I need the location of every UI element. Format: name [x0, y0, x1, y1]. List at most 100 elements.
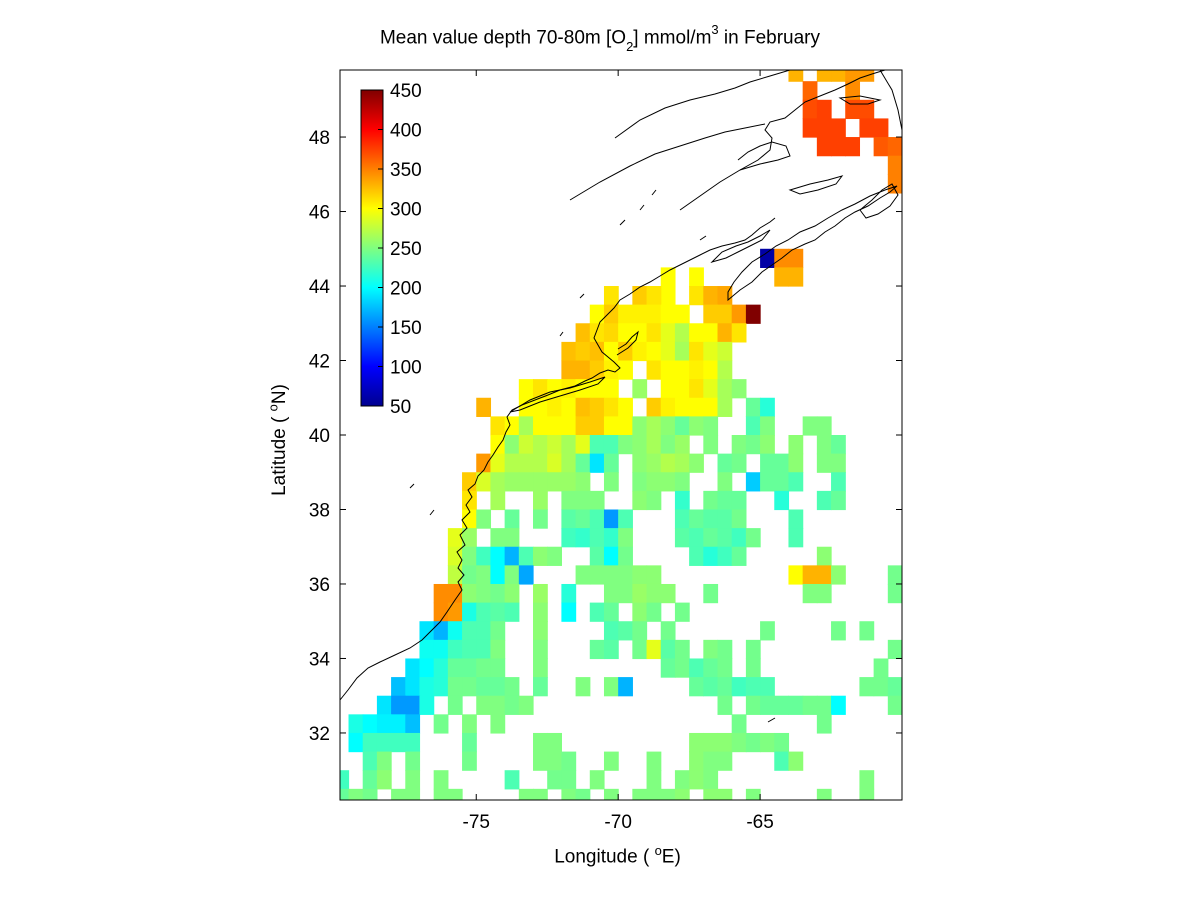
heatmap-cell [745, 304, 761, 324]
heatmap-cell [476, 695, 492, 715]
heatmap-cell [533, 397, 548, 417]
heatmap-cell [745, 472, 761, 492]
y-tick-label: 48 [309, 128, 330, 149]
heatmap-cell [533, 416, 548, 436]
heatmap-cell [575, 341, 591, 362]
heatmap-cell [745, 416, 761, 436]
heatmap-cell [391, 714, 406, 734]
heatmap-cell [419, 658, 435, 678]
heatmap-cell [603, 509, 619, 529]
heatmap-cell [462, 658, 477, 678]
heatmap-cell [490, 472, 506, 492]
heatmap-cell [589, 360, 605, 380]
heatmap-cell [589, 602, 605, 622]
heatmap-cell [603, 639, 619, 660]
heatmap-cell [760, 677, 775, 697]
heatmap-cell [575, 565, 591, 585]
heatmap-cell [845, 70, 861, 82]
heatmap-cell [674, 341, 690, 362]
heatmap-cell [603, 472, 619, 492]
heatmap-cell [745, 528, 761, 548]
heatmap-cell [504, 695, 520, 715]
heatmap-cell [873, 137, 889, 157]
heatmap-cell [447, 677, 463, 697]
heatmap-cell [462, 602, 477, 622]
heatmap-cell [703, 788, 719, 800]
heatmap-cell [674, 416, 690, 436]
heatmap-cell [831, 695, 846, 715]
coastline-capebreton [859, 183, 899, 219]
heatmap-cell [589, 528, 605, 548]
heatmap-cell [646, 788, 662, 800]
heatmap-cell [476, 639, 492, 660]
heatmap-cell [760, 397, 775, 417]
heatmap-cell [760, 621, 775, 641]
heatmap-cell [731, 546, 747, 566]
heatmap-cell [689, 546, 704, 566]
heatmap-cell [689, 341, 704, 362]
heatmap-cell [646, 435, 662, 455]
heatmap-cell [518, 695, 534, 715]
heatmap-cell [547, 751, 562, 771]
heatmap-cell [788, 695, 804, 715]
heatmap-cell [476, 565, 492, 585]
heatmap-cell [476, 397, 492, 417]
heatmap-cell [405, 732, 421, 753]
heatmap-cell [589, 546, 605, 566]
heatmap-cell [575, 472, 591, 492]
heatmap-cell [447, 528, 463, 548]
heatmap-cell [632, 621, 648, 641]
heatmap-cell [774, 453, 790, 473]
heatmap-cell [887, 174, 902, 194]
heatmap-cell [689, 751, 704, 771]
heatmap-cell [831, 472, 846, 492]
heatmap-cell [731, 677, 747, 697]
colorbar: 450 400 350 300 250 200 150 100 50 [360, 81, 422, 418]
heatmap-cell [831, 70, 846, 82]
heatmap-cell [476, 509, 492, 529]
coastline-gaspe [737, 141, 791, 171]
heatmap-cell [689, 323, 704, 343]
heatmap-cell [490, 453, 506, 473]
coastline [340, 70, 902, 723]
heatmap-cell [802, 416, 818, 436]
heatmap-cell [547, 435, 562, 455]
heatmap-cell [575, 453, 591, 473]
heatmap-cell [376, 714, 392, 734]
heatmap-cell [859, 118, 875, 138]
heatmap-cell [618, 677, 633, 697]
x-tick-label: -75 [463, 812, 490, 833]
coastline-stlawrence-north [614, 70, 791, 139]
heatmap-cell [405, 770, 421, 790]
heatmap-cell [674, 602, 690, 622]
y-tick-label: 40 [309, 426, 330, 447]
heatmap-cell [689, 360, 704, 380]
heatmap-cell [816, 695, 832, 715]
heatmap-cell [518, 472, 534, 492]
heatmap-cell [689, 658, 704, 678]
heatmap-cell [674, 639, 690, 660]
heatmap-cell [788, 472, 804, 492]
heatmap-cell [646, 565, 662, 585]
heatmap-cell [745, 397, 761, 417]
heatmap-cell [689, 509, 704, 529]
heatmap-cell [774, 472, 790, 492]
heatmap-cell [689, 379, 704, 399]
heatmap-cell [603, 621, 619, 641]
heatmap-cell [490, 583, 506, 604]
heatmap-cell [504, 565, 520, 585]
heatmap-cell [646, 416, 662, 436]
heatmap-cell [603, 360, 619, 380]
heatmap-cell [859, 770, 875, 790]
heatmap-cell [504, 509, 520, 529]
heatmap-cell [674, 453, 690, 473]
heatmap-cell [703, 528, 719, 548]
heatmap-cell [340, 788, 350, 800]
heatmap-cell [561, 416, 577, 436]
heatmap-cell [632, 286, 648, 306]
heatmap-cell [476, 621, 492, 641]
heatmap-cell [518, 546, 534, 566]
heatmap-cell [646, 602, 662, 622]
heatmap-cell [603, 435, 619, 455]
